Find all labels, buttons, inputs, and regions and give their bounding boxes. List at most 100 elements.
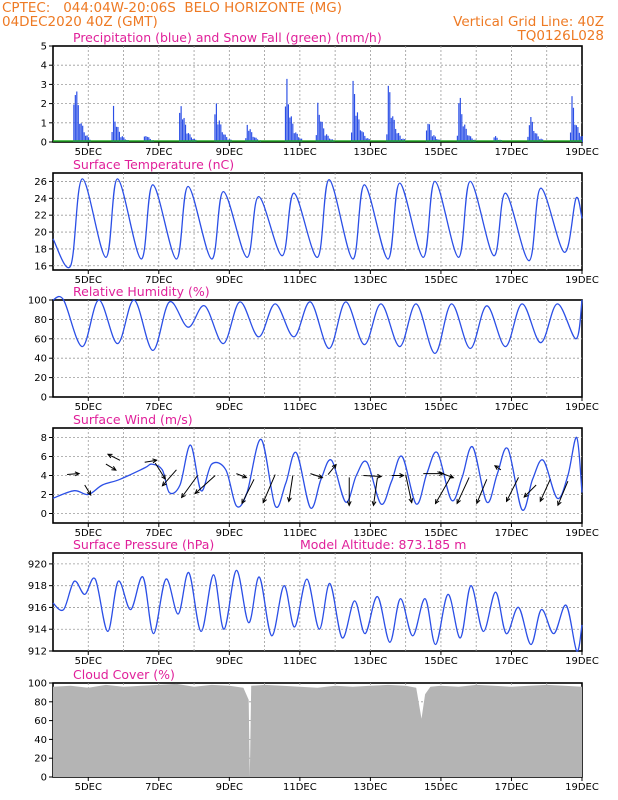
x-date-label: 15DEC <box>424 147 458 158</box>
wind-arrow <box>476 479 488 504</box>
wind-arrow-head <box>346 501 352 507</box>
wind-arrow <box>84 484 92 496</box>
x-date-label: 11DEC <box>283 402 317 413</box>
x-date-label: 7DEC <box>145 147 172 158</box>
precip-bar <box>287 104 289 142</box>
precip-bar <box>577 127 579 142</box>
precip-bar <box>246 124 248 142</box>
precip-bar <box>80 123 82 142</box>
wind-arrow-head <box>74 471 81 477</box>
wind-arrow-head <box>262 498 267 504</box>
y-tick-label: 20 <box>34 754 47 765</box>
wind-arrow-head <box>194 489 200 495</box>
precip-bar <box>186 133 188 142</box>
precip-bar <box>464 124 466 142</box>
precip-bar <box>284 106 287 142</box>
precip-bar <box>359 130 361 142</box>
precip-bar <box>320 121 322 142</box>
panel-frame-temperature <box>52 172 583 271</box>
precip-bar <box>290 116 292 142</box>
precip-bar <box>536 133 538 142</box>
x-date-label: 7DEC <box>145 528 172 539</box>
wind-arrow <box>310 473 323 479</box>
precip-bar <box>580 136 582 142</box>
x-date-label: 9DEC <box>216 402 243 413</box>
x-date-label: 11DEC <box>283 147 317 158</box>
y-tick-label: 918 <box>28 581 47 592</box>
wind-arrow-head <box>523 492 529 498</box>
x-date-label: 13DEC <box>354 147 388 158</box>
x-date-label: 19DEC <box>565 402 599 413</box>
wind-arrow-head <box>241 498 246 505</box>
x-date-label: 5DEC <box>75 782 102 793</box>
header-location: CPTEC: 044:04W-20:06S BELO HORIZONTE (MG… <box>2 0 342 16</box>
precip-bar <box>471 138 473 142</box>
wind-arrow-head <box>111 466 117 471</box>
wind-arrow-head <box>180 493 186 499</box>
x-date-label: 17DEC <box>495 528 529 539</box>
y-tick-label: 100 <box>28 679 47 690</box>
precip-bar <box>537 136 539 142</box>
x-date-label: 17DEC <box>495 656 529 667</box>
panel-title-pressure: Surface Pressure (hPa) <box>73 537 214 552</box>
precip-bar <box>248 130 250 142</box>
precip-bar <box>425 130 428 142</box>
precip-bar <box>145 136 147 142</box>
panel-title-cloud: Cloud Cover (%) <box>73 667 175 682</box>
x-date-label: 7DEC <box>145 402 172 413</box>
precip-bar <box>221 132 223 142</box>
x-date-label: 15DEC <box>424 656 458 667</box>
wind-arrow <box>363 475 382 477</box>
x-date-label: 5DEC <box>75 656 102 667</box>
precip-bar <box>581 135 583 142</box>
y-tick-label: 1 <box>41 118 47 129</box>
x-date-label: 13DEC <box>354 656 388 667</box>
x-date-label: 15DEC <box>424 275 458 286</box>
x-date-label: 9DEC <box>216 147 243 158</box>
precip-bar <box>252 136 254 142</box>
x-date-label: 19DEC <box>565 656 599 667</box>
precip-bar <box>534 133 536 142</box>
precip-bar <box>392 116 394 142</box>
precip-bar <box>146 136 148 142</box>
precip-bar <box>298 137 300 142</box>
wind-arrow <box>162 469 177 487</box>
precip-bar <box>456 135 458 142</box>
precip-bar <box>226 137 228 142</box>
x-date-label: 13DEC <box>354 782 388 793</box>
x-date-label: 19DEC <box>565 528 599 539</box>
precip-bar <box>293 133 295 142</box>
precip-bar <box>295 132 297 142</box>
precip-bar <box>218 120 220 142</box>
precip-bar <box>120 137 122 142</box>
precip-bar <box>87 137 90 142</box>
wind-arrow-head <box>287 497 292 503</box>
wind-arrow <box>194 475 216 494</box>
precip-bar <box>459 97 461 142</box>
y-tick-label: 18 <box>34 244 47 255</box>
wind-arrow <box>539 479 551 502</box>
precip-bar <box>434 136 436 142</box>
precip-bar <box>470 136 472 142</box>
precip-bar <box>362 132 364 142</box>
precip-bar <box>571 96 573 142</box>
x-date-label: 11DEC <box>283 528 317 539</box>
precip-bar <box>351 132 353 142</box>
wind-arrow <box>456 477 470 504</box>
precip-bar <box>364 135 366 142</box>
precip-bar <box>569 132 572 142</box>
precip-bar <box>83 132 85 142</box>
precip-bar <box>367 138 369 142</box>
precip-bar <box>365 138 367 142</box>
precip-bar <box>292 123 294 142</box>
x-date-label: 5DEC <box>75 402 102 413</box>
precip-bar <box>390 117 392 142</box>
precip-bar <box>76 91 78 142</box>
humidity-line <box>52 295 583 355</box>
precip-bar <box>458 103 460 142</box>
x-date-label: 15DEC <box>424 782 458 793</box>
precip-bar <box>393 119 395 142</box>
x-date-label: 5DEC <box>75 528 102 539</box>
precip-bar <box>255 137 257 142</box>
precip-bar <box>317 102 319 142</box>
